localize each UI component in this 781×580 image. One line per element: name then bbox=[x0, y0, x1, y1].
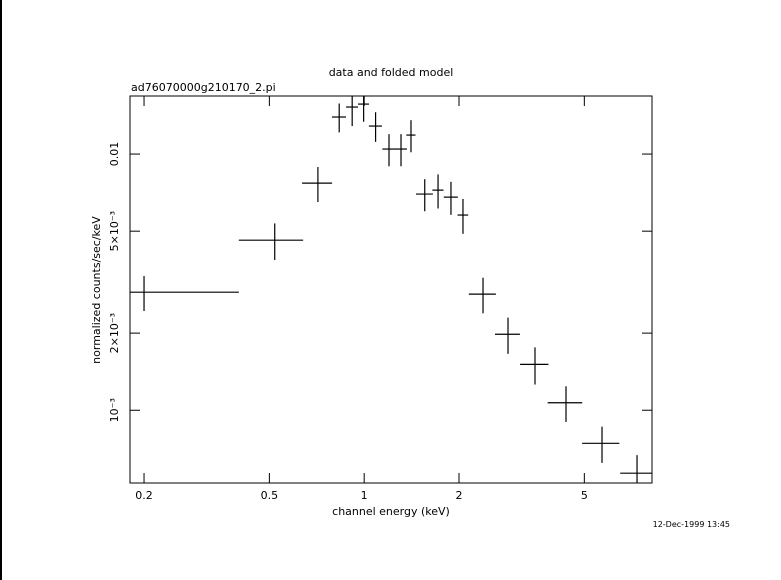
x-tick-label: 5 bbox=[581, 489, 588, 502]
data-layer bbox=[130, 96, 652, 483]
x-axis-label: channel energy (keV) bbox=[332, 505, 450, 518]
x-tick-label: 0.5 bbox=[261, 489, 279, 502]
x-tick-label: 1 bbox=[361, 489, 368, 502]
y-axis-label: normalized counts/sec/keV bbox=[90, 216, 103, 364]
y-tick-label: 2×10⁻³ bbox=[108, 313, 121, 353]
y-tick-label: 5×10⁻³ bbox=[108, 211, 121, 251]
y-tick-label: 0.01 bbox=[108, 142, 121, 167]
x-tick-label: 0.2 bbox=[135, 489, 153, 502]
chart-title: data and folded model bbox=[329, 66, 454, 79]
timestamp: 12-Dec-1999 13:45 bbox=[653, 520, 730, 529]
y-tick-label: 10⁻³ bbox=[108, 398, 121, 422]
plot-frame bbox=[129, 95, 653, 484]
x-tick-label: 2 bbox=[455, 489, 462, 502]
chart-subtitle: ad76070000g210170_2.pi bbox=[131, 81, 276, 94]
